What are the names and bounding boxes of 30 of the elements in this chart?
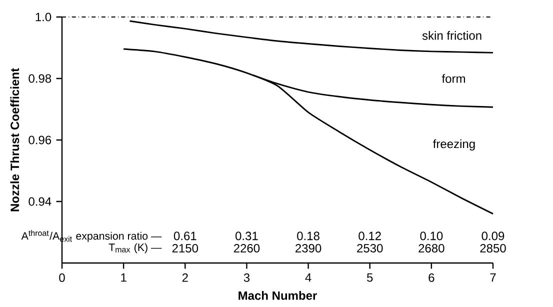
annotation: form <box>442 74 465 83</box>
annotation: 0.12 <box>358 232 381 240</box>
y-axis-title: Nozzle Thrust Coefficient <box>10 68 20 212</box>
annotation: 0.61 <box>174 232 196 240</box>
annotation: 0.09 <box>482 232 504 240</box>
annotation: freezing <box>433 139 475 151</box>
x-tick-label: 3 <box>244 273 250 282</box>
x-tick-label: 5 <box>366 273 373 282</box>
annotation: 2260 <box>234 244 260 252</box>
x-tick-label: 2 <box>182 273 188 282</box>
x-tick-label: 1 <box>121 273 126 282</box>
annotation: 0.31 <box>235 232 258 240</box>
annotation: 2530 <box>357 244 383 252</box>
annotation: 0.18 <box>297 232 320 240</box>
x-tick-label: 4 <box>305 273 312 282</box>
y-tick-label: 0.98 <box>28 74 52 83</box>
annotation: T$_{max}$ (K) — <box>108 243 162 254</box>
y-tick-label: 0.96 <box>28 136 52 144</box>
x-tick-label: 0 <box>59 273 65 282</box>
annotation: 2150 <box>172 244 198 252</box>
annotation: 2390 <box>296 244 322 252</box>
annotation: skin friction <box>422 31 482 40</box>
annotation: 0.10 <box>420 232 443 240</box>
x-tick-label: 7 <box>490 273 496 282</box>
annotation: 2850 <box>480 244 506 252</box>
x-axis-title: Mach Number <box>238 291 317 300</box>
y-tick-label: 0.94 <box>28 197 52 206</box>
annotation: 2680 <box>418 244 444 252</box>
x-tick-label: 6 <box>428 273 434 282</box>
y-tick-label: 1.0 <box>36 12 52 22</box>
